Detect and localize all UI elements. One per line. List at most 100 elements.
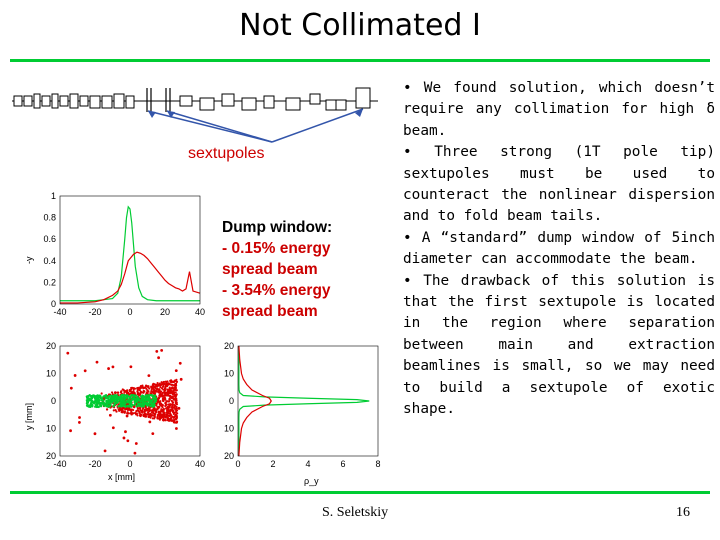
- scatter-point: [161, 397, 165, 400]
- scatter-point: [102, 399, 105, 402]
- scatter-point: [147, 374, 151, 378]
- scatter-point: [158, 415, 161, 418]
- scatter-point: [73, 374, 77, 377]
- density-series-line: [238, 345, 272, 457]
- scatter-point: [117, 408, 120, 411]
- profile-ytick: 0.6: [43, 234, 56, 244]
- scatter-point: [126, 404, 130, 407]
- scatter-point: [161, 398, 164, 402]
- scatter-point: [162, 388, 165, 391]
- scatter-point: [100, 392, 103, 395]
- scatter-point: [159, 383, 162, 387]
- profile-frame: [59, 195, 201, 305]
- scatter-point: [111, 400, 114, 403]
- scatter-point: [113, 400, 116, 403]
- scatter-point: [163, 411, 166, 414]
- scatter-point: [145, 402, 149, 405]
- bullet-item: • A “standard” dump window of 5inch diam…: [403, 229, 715, 268]
- scatter-ytick: 0: [51, 396, 56, 406]
- scatter-point: [95, 360, 99, 364]
- scatter-point: [166, 414, 169, 418]
- scatter-point: [162, 407, 165, 411]
- scatter-point: [154, 383, 157, 386]
- scatter-point: [168, 398, 171, 401]
- scatter-point: [159, 410, 162, 413]
- scatter-point: [89, 403, 92, 406]
- scatter-point: [95, 395, 99, 398]
- scatter-point: [136, 388, 139, 391]
- scatter-point: [121, 396, 124, 399]
- scatter-point: [69, 429, 72, 433]
- scatter-point: [141, 407, 145, 410]
- density-xtick: 8: [375, 459, 380, 469]
- scatter-point: [153, 412, 156, 415]
- scatter-point: [108, 405, 111, 408]
- scatter-point: [114, 403, 117, 406]
- scatter-point: [102, 395, 106, 398]
- scatter-point: [149, 412, 152, 415]
- scatter-point: [169, 404, 172, 407]
- scatter-point: [113, 391, 117, 395]
- scatter-point: [101, 401, 104, 405]
- density-plot: ρ_y 0 2 4 6 8 20 10 0 10 20: [224, 341, 381, 486]
- scatter-point: [129, 365, 133, 369]
- scatter-point: [159, 416, 163, 420]
- scatter-point: [162, 409, 165, 412]
- scatter-point: [126, 411, 129, 414]
- scatter-point: [175, 380, 179, 383]
- scatter-point: [111, 395, 114, 398]
- scatter-point: [138, 411, 141, 415]
- profile-ytick: 0.2: [43, 277, 56, 287]
- scatter-point: [124, 430, 127, 434]
- scatter-point: [86, 397, 89, 401]
- scatter-point: [138, 386, 142, 389]
- scatter-point: [176, 412, 179, 415]
- scatter-point: [171, 415, 174, 418]
- scatter-point: [122, 436, 126, 440]
- scatter-point: [139, 400, 142, 403]
- scatter-point: [112, 409, 115, 412]
- scatter-point: [114, 394, 117, 397]
- dump-window-note: Dump window: - 0.15% energy spread beam …: [222, 217, 382, 322]
- scatter-point: [129, 403, 132, 406]
- scatter-ylabel: y [mm]: [24, 403, 34, 430]
- scatter-point: [134, 402, 137, 405]
- scatter-point: [174, 407, 177, 410]
- scatter-point: [149, 414, 152, 417]
- scatter-point: [124, 402, 127, 405]
- scatter-point: [165, 411, 169, 414]
- scatter-point: [139, 390, 142, 393]
- scatter-point: [119, 408, 122, 412]
- density-ytick: 10: [224, 369, 234, 379]
- scatter-point: [140, 410, 144, 414]
- scatter-point: [157, 405, 160, 408]
- scatter-point: [121, 400, 124, 403]
- scatter-point: [132, 408, 135, 412]
- scatter-point: [121, 407, 124, 411]
- scatter-point: [139, 406, 142, 410]
- scatter-point: [150, 402, 154, 405]
- density-ytick: 20: [224, 341, 234, 351]
- profile-series-line: [60, 205, 200, 302]
- scatter-ytick: 20: [46, 341, 56, 351]
- scatter-point: [178, 361, 182, 365]
- scatter-point: [163, 396, 167, 400]
- scatter-point: [156, 399, 159, 402]
- scatter-point: [146, 389, 149, 392]
- scatter-point: [166, 382, 170, 386]
- scatter-point: [137, 398, 141, 402]
- scatter-point: [120, 394, 123, 397]
- scatter-point: [167, 400, 171, 403]
- scatter-point: [153, 394, 156, 398]
- scatter-point: [144, 406, 147, 409]
- scatter-point: [160, 390, 163, 393]
- bullet-item: • The drawback of this solution is that …: [403, 272, 715, 418]
- scatter-point: [156, 413, 160, 416]
- scatter-point: [139, 385, 143, 388]
- scatter-point: [153, 407, 156, 410]
- scatter-point: [143, 390, 146, 393]
- scatter-point: [130, 408, 133, 411]
- scatter-point: [140, 397, 143, 401]
- scatter-point: [148, 400, 151, 403]
- scatter-point: [169, 383, 172, 386]
